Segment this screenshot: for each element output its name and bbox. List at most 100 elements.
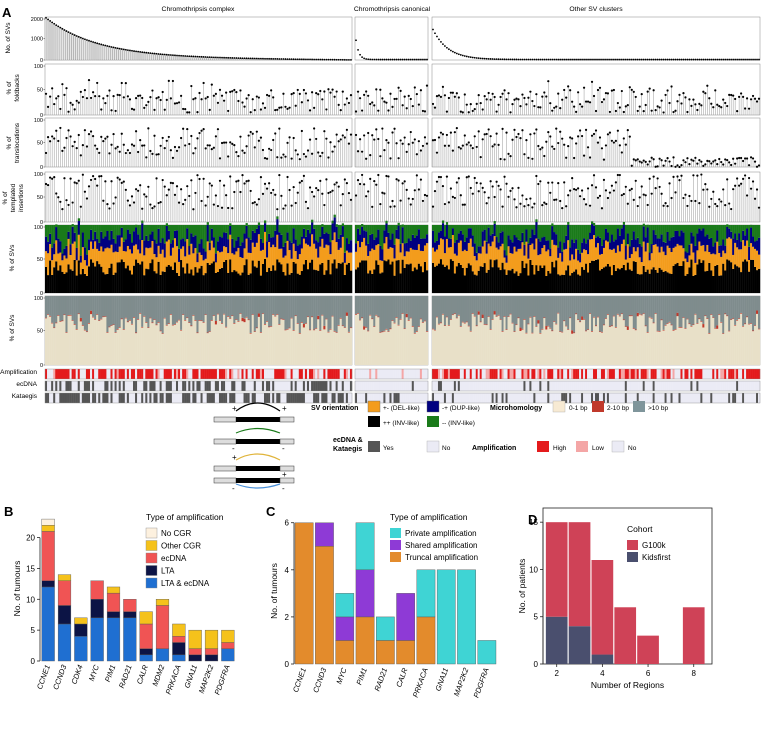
microhomology-segment	[545, 296, 548, 327]
lollipop-head	[71, 145, 74, 148]
lollipop-head	[237, 99, 240, 103]
sv-count-bar	[83, 39, 86, 61]
lollipop-head	[116, 145, 119, 148]
lollipop-head	[157, 153, 160, 156]
amplification-cell	[467, 369, 470, 379]
lollipop-head	[547, 181, 550, 184]
sv-count-point	[597, 58, 599, 61]
lollipop-head	[555, 105, 558, 108]
microhomology-segment	[499, 319, 502, 320]
microhomology-segment	[583, 296, 586, 319]
orientation-segment	[98, 250, 101, 265]
lollipop-head	[529, 197, 532, 200]
ecdna-cell	[407, 381, 410, 391]
microhomology-segment	[349, 328, 353, 365]
kataegis-cell	[276, 393, 279, 403]
sv-count-point	[489, 58, 492, 60]
orientation-segment	[51, 275, 54, 293]
microhomology-segment	[505, 296, 508, 330]
kataegis-cell	[184, 393, 187, 403]
lollipop-head	[204, 147, 207, 150]
microhomology-segment	[443, 296, 447, 326]
microhomology-segment	[55, 322, 58, 324]
lollipop-head	[592, 174, 596, 177]
lollipop-head	[397, 86, 400, 89]
lollipop-head	[539, 148, 542, 151]
microhomology-segment	[79, 296, 83, 318]
microhomology-segment	[104, 296, 107, 317]
microhomology-segment	[567, 296, 570, 330]
orientation-segment	[266, 225, 269, 242]
microhomology-segment	[509, 296, 512, 314]
orientation-segment	[57, 253, 60, 271]
amplification-cell	[505, 369, 508, 379]
sv-count-point	[451, 50, 454, 53]
microhomology-segment	[235, 319, 238, 365]
orientation-segment	[309, 262, 312, 293]
orientation-segment	[459, 264, 463, 293]
lollipop-head	[391, 105, 394, 108]
lollipop-head	[167, 188, 170, 191]
ecdna-cell	[377, 381, 380, 391]
orientation-segment	[618, 269, 622, 293]
microhomology-segment	[229, 318, 232, 319]
amplification-cell	[349, 369, 353, 379]
lollipop-head	[118, 150, 121, 153]
microhomology-segment	[437, 296, 441, 324]
microhomology-segment	[381, 332, 384, 365]
lollipop-head	[377, 173, 380, 177]
ecdna-cell	[467, 381, 470, 391]
ecdna-cell	[83, 381, 87, 391]
lollipop-head	[208, 144, 211, 147]
sv-count-point	[149, 52, 152, 55]
lollipop-head	[171, 79, 175, 83]
lollipop-head	[463, 93, 466, 96]
lollipop-head	[519, 137, 522, 140]
orientation-segment	[365, 231, 368, 246]
kataegis-cell	[223, 393, 226, 403]
orientation-segment	[581, 242, 584, 253]
lollipop-head	[608, 131, 612, 134]
sv-count-point	[487, 57, 490, 60]
microhomology-segment	[243, 318, 246, 323]
amplification-cell	[567, 369, 570, 379]
microhomology-segment	[169, 314, 173, 365]
orientation-segment	[537, 270, 540, 293]
microhomology-segment	[321, 314, 324, 316]
lollipop-head	[106, 202, 109, 206]
orientation-segment	[218, 236, 222, 253]
amplification-cell	[288, 369, 291, 379]
orientation-segment	[567, 224, 570, 241]
ecdna-cell	[606, 381, 610, 391]
lollipop-head	[551, 181, 554, 184]
ecdna-cell	[401, 381, 404, 391]
sv-count-point	[607, 58, 609, 61]
microhomology-segment	[343, 327, 347, 328]
lollipop-head	[49, 95, 52, 98]
ecdna-cell	[357, 381, 360, 391]
lollipop-head	[557, 182, 560, 185]
lollipop-head	[531, 99, 534, 103]
microhomology-segment	[543, 318, 546, 365]
lollipop-head	[102, 140, 105, 143]
orientation-segment	[571, 254, 574, 274]
microhomology-segment	[359, 319, 362, 321]
ecdna-cell	[313, 381, 316, 391]
orientation-segment	[302, 264, 306, 293]
microhomology-segment	[294, 315, 297, 317]
kataegis-cell	[290, 393, 293, 403]
ecdna-cell	[306, 381, 310, 391]
amplification-cell	[495, 369, 498, 379]
orientation-segment	[596, 236, 600, 244]
sv-count-point	[225, 56, 228, 59]
lollipop-head	[51, 177, 54, 180]
orientation-segment	[489, 246, 492, 260]
orientation-segment	[403, 256, 406, 268]
microhomology-segment	[367, 330, 370, 332]
amplification-cell	[539, 369, 542, 379]
microhomology-segment	[391, 320, 394, 365]
lollipop-head	[222, 99, 226, 102]
sv-count-point	[459, 54, 462, 56]
lollipop-head	[369, 102, 372, 106]
microhomology-segment	[268, 327, 271, 365]
